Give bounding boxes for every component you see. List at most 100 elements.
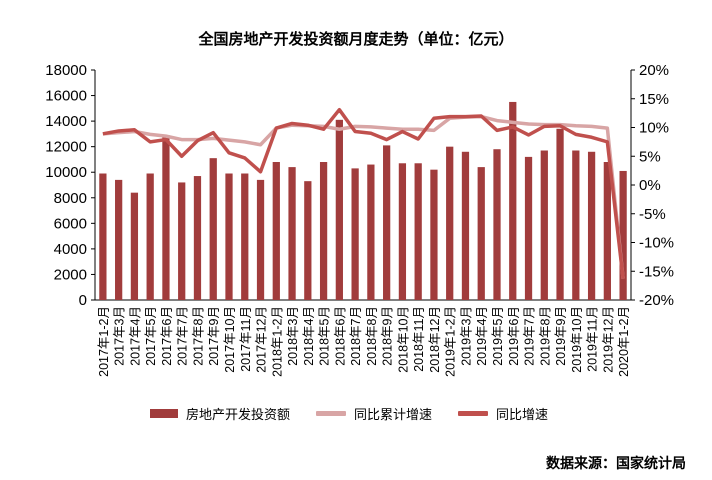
y-right-tick-label: 10%: [639, 120, 669, 137]
bar: [256, 179, 265, 300]
x-tick-label: 2018年8月: [365, 306, 379, 366]
y-right-tick-label: 15%: [639, 91, 669, 108]
bar: [477, 167, 485, 300]
y-left-tick-label: 6000: [54, 215, 87, 232]
bar: [178, 182, 186, 300]
series-line-cumulative: [102, 114, 625, 279]
x-tick-label: 2017年9月: [207, 306, 221, 366]
x-tick-label: 2019年6月: [507, 306, 521, 366]
bar: [603, 162, 611, 300]
bar: [319, 162, 328, 300]
bar: [225, 173, 233, 300]
x-tick-label: 2019年9月: [554, 306, 568, 366]
x-tick-label: 2019年11月: [586, 306, 600, 372]
x-tick-label: 2018年6月: [333, 306, 347, 366]
legend-item-monthly: 同比增速: [458, 404, 548, 423]
bar: [446, 146, 454, 300]
bar: [509, 101, 517, 300]
y-right-tick-label: 0%: [639, 177, 661, 194]
legend-item-bar: 房地产开发投资额: [150, 404, 290, 423]
bar: [493, 149, 501, 300]
bar: [241, 173, 249, 300]
bar: [288, 167, 296, 300]
y-right-tick-label: 20%: [639, 62, 669, 79]
bar: [587, 151, 596, 300]
x-tick-label: 2019年12月: [601, 306, 615, 373]
x-tick-label: 2017年3月: [113, 306, 127, 366]
legend-label-monthly: 同比增速: [496, 408, 549, 423]
bar: [351, 168, 359, 300]
x-tick-label: 2017年8月: [191, 306, 205, 366]
y-right-tick-label: -5%: [639, 206, 666, 223]
x-tick-label: 2017年4月: [128, 306, 142, 366]
x-tick-label: 2018年10月: [396, 306, 410, 373]
x-tick-label: 2019年5月: [491, 306, 505, 366]
y-left-tick-label: 4000: [54, 241, 87, 258]
y-right-tick-label: -15%: [639, 263, 674, 280]
y-left-tick-label: 0: [79, 292, 87, 309]
bar: [367, 164, 375, 300]
bar: [556, 128, 564, 300]
bar: [99, 173, 107, 300]
bar: [540, 150, 548, 300]
bar: [115, 179, 123, 300]
x-tick-label: 2017年11月: [239, 306, 253, 372]
y-left-tick-label: 14000: [45, 113, 87, 130]
bar: [383, 145, 391, 300]
x-tick-label: 2019年10月: [570, 306, 584, 373]
legend-label-bar: 房地产开发投资额: [186, 408, 291, 423]
legend-item-cumulative: 同比累计增速: [316, 404, 432, 423]
bar: [572, 150, 580, 300]
y-left-tick-label: 10000: [45, 164, 87, 181]
bar: [209, 158, 217, 300]
y-left-tick-label: 8000: [54, 190, 87, 207]
data-source: 数据来源：国家统计局: [546, 456, 686, 472]
x-tick-label: 2017年10月: [223, 306, 237, 373]
x-tick-label: 2019年7月: [523, 306, 537, 366]
x-tick-label: 2018年4月: [302, 306, 316, 366]
x-tick-label: 2017年12月: [255, 306, 269, 373]
y-left-tick-label: 16000: [45, 88, 87, 105]
x-tick-label: 2017年7月: [176, 306, 190, 366]
x-tick-label: 2018年12月: [428, 306, 442, 373]
y-right-tick-label: 5%: [639, 148, 661, 165]
bar: [272, 162, 280, 300]
x-tick-label: 2019年3月: [459, 306, 473, 366]
x-tick-label: 2018年1-2月: [270, 306, 284, 377]
bar: [430, 169, 438, 300]
bar: [461, 151, 470, 300]
x-tick-label: 2018年9月: [381, 306, 395, 366]
bar: [304, 181, 312, 300]
legend-swatch-cumulative: [316, 411, 347, 416]
bar: [130, 192, 139, 300]
bar: [414, 163, 422, 300]
x-tick-label: 2017年6月: [160, 306, 174, 366]
y-left-tick-label: 18000: [45, 62, 87, 79]
bar: [335, 119, 343, 300]
legend-swatch-monthly: [458, 411, 489, 416]
legend-swatch-bar: [150, 409, 178, 418]
bar: [398, 163, 407, 300]
bar: [619, 170, 627, 300]
x-tick-label: 2019年8月: [538, 306, 552, 366]
y-right-tick-label: -10%: [639, 235, 674, 252]
bar: [193, 176, 202, 300]
x-tick-label: 2019年4月: [475, 306, 489, 366]
y-right-tick-label: -20%: [639, 292, 674, 309]
legend-label-cumulative: 同比累计增速: [354, 408, 433, 423]
bar: [146, 173, 154, 300]
x-tick-label: 2019年1-2月: [444, 306, 458, 377]
y-left-tick-label: 2000: [54, 266, 87, 283]
bar: [162, 135, 170, 300]
legend: 房地产开发投资额 同比累计增速 同比增速: [150, 404, 574, 423]
x-tick-label: 2017年5月: [144, 306, 158, 366]
x-tick-label: 2018年7月: [349, 306, 363, 366]
x-tick-label: 2018年5月: [318, 306, 332, 366]
x-tick-label: 2018年3月: [286, 306, 300, 366]
x-tick-label: 2018年11月: [412, 306, 426, 372]
x-tick-label: 2020年1-2月: [617, 306, 631, 377]
y-left-tick-label: 12000: [45, 139, 87, 156]
chart-title: 全国房地产开发投资额月度走势（单位：亿元）: [198, 30, 514, 48]
x-tick-label: 2017年1-2月: [97, 306, 111, 377]
